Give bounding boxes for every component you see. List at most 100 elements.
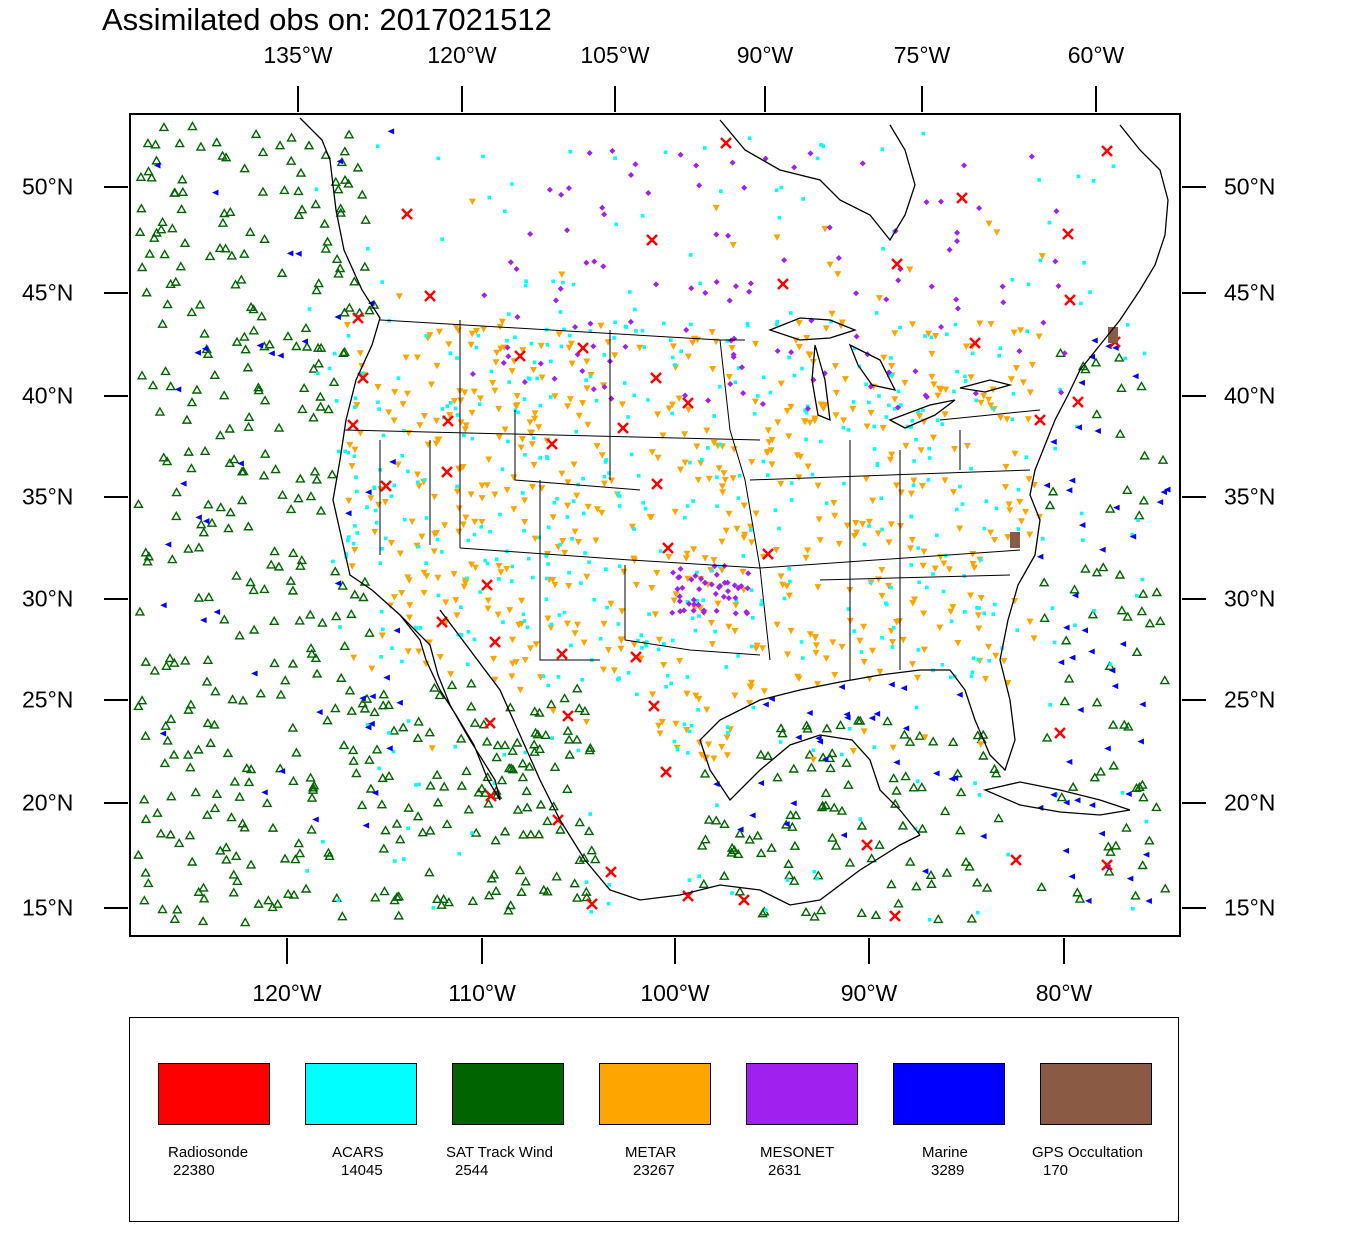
metar-marker (391, 389, 399, 396)
sat-track-wind-marker (1087, 609, 1099, 619)
sat-track-wind-marker (486, 873, 497, 883)
sat-track-wind-marker (322, 236, 333, 246)
metar-marker (723, 752, 731, 759)
metar-marker (520, 497, 528, 504)
acars-marker (851, 400, 856, 404)
metar-marker (454, 327, 462, 334)
mesonet-marker (738, 583, 745, 590)
sat-track-wind-marker (263, 895, 274, 905)
metar-marker (934, 392, 942, 400)
mesonet-marker (632, 161, 639, 168)
left-lat-label: 50°N (22, 173, 74, 200)
marine-marker (213, 608, 221, 615)
acars-marker (1038, 258, 1043, 263)
metar-marker (476, 395, 484, 402)
sat-track-wind-marker (891, 785, 902, 795)
marine-marker (1088, 648, 1095, 655)
marine-marker (844, 714, 851, 721)
metar-marker (901, 379, 909, 387)
acars-marker (1088, 290, 1092, 294)
acars-marker (617, 504, 622, 508)
sat-track-wind-marker (1122, 611, 1133, 621)
acars-marker (513, 335, 517, 340)
acars-marker (400, 659, 404, 664)
acars-marker (755, 394, 760, 398)
metar-marker (987, 402, 995, 409)
acars-marker (387, 731, 391, 735)
sat-track-wind-marker (927, 736, 939, 746)
acars-marker (782, 596, 787, 601)
metar-marker (783, 583, 791, 590)
sat-track-wind-marker (1159, 675, 1170, 685)
sat-track-wind-marker (463, 804, 474, 814)
sat-track-wind-marker (169, 657, 180, 667)
mesonet-marker (552, 297, 559, 304)
sat-track-wind-marker (1089, 772, 1101, 782)
marine-marker (1112, 344, 1119, 351)
sat-track-wind-marker (301, 341, 313, 351)
marine-marker (1081, 627, 1088, 634)
acars-marker (455, 356, 459, 360)
metar-marker (815, 516, 823, 523)
sat-track-wind-marker (331, 253, 343, 263)
metar-marker (936, 624, 944, 632)
sat-track-wind-marker (204, 251, 216, 261)
acars-marker (801, 197, 805, 201)
metar-marker (420, 589, 428, 597)
sat-track-wind-marker (908, 782, 919, 792)
metar-marker (501, 426, 509, 433)
sat-track-wind-marker (335, 207, 347, 217)
metar-marker (822, 655, 830, 662)
mesonet-marker (759, 400, 766, 407)
acars-marker (726, 730, 730, 735)
metar-marker (693, 443, 701, 450)
sat-track-wind-marker (230, 279, 241, 289)
acars-marker (522, 397, 527, 401)
legend-item-acars: ACARS 14045 (305, 1063, 417, 1179)
acars-marker (1140, 577, 1145, 582)
sat-track-wind-marker (305, 609, 316, 619)
metar-marker (654, 454, 662, 462)
mesonet-marker (481, 292, 488, 299)
acars-marker (1091, 179, 1096, 183)
acars-marker (1026, 282, 1031, 287)
sat-track-wind-marker (726, 847, 737, 857)
metar-marker (646, 514, 654, 521)
marine-marker (1071, 592, 1079, 599)
mesonet-marker (692, 572, 699, 579)
mesonet-marker (708, 581, 715, 588)
acars-marker (889, 356, 893, 360)
metar-marker (494, 611, 502, 619)
acars-marker (804, 437, 808, 442)
sat-track-wind-marker (429, 682, 440, 692)
acars-marker (859, 650, 864, 654)
metar-marker (730, 446, 738, 453)
sat-track-wind-marker (300, 322, 312, 333)
acars-marker (557, 613, 562, 617)
sat-track-wind-marker (344, 685, 356, 695)
metar-marker (684, 353, 692, 361)
metar-marker (547, 624, 555, 632)
acars-marker (373, 508, 378, 513)
mesonet-marker (713, 607, 720, 614)
mesonet-marker (686, 600, 693, 607)
acars-marker (635, 692, 639, 697)
acars-marker (766, 473, 770, 477)
acars-marker (788, 311, 793, 315)
acars-marker (644, 643, 649, 648)
acars-marker (787, 355, 791, 360)
metar-marker (941, 411, 949, 418)
metar-marker (835, 540, 843, 548)
marine-marker (1085, 897, 1092, 904)
mesonet-marker (690, 596, 697, 603)
metar-marker (563, 620, 571, 628)
sat-track-wind-marker (365, 783, 377, 793)
acars-marker (921, 131, 926, 136)
sat-track-wind-marker (1103, 866, 1115, 876)
acars-marker (877, 394, 881, 398)
acars-marker (777, 215, 782, 220)
mesonet-marker (731, 582, 738, 589)
sat-track-wind-marker (991, 768, 1002, 778)
sat-track-wind-marker (1151, 587, 1162, 597)
metar-marker (760, 688, 768, 695)
